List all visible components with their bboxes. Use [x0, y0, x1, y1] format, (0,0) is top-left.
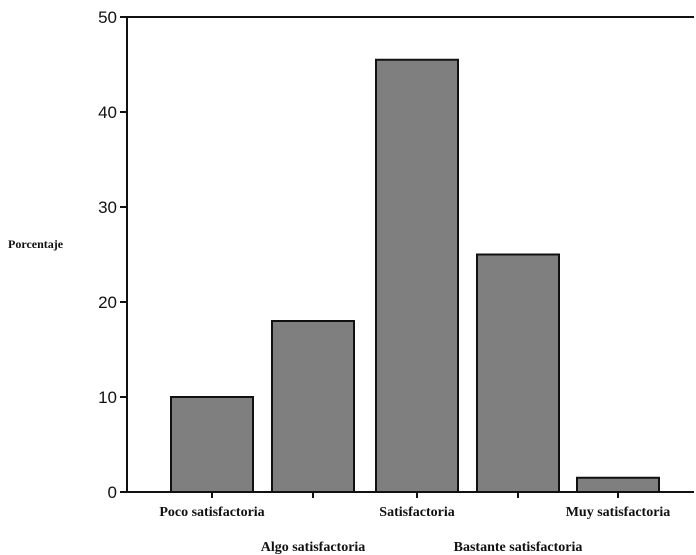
- x-ticks: [211, 492, 619, 498]
- x-tick-label: Muy satisfactoria: [566, 505, 671, 520]
- bar: [375, 58, 459, 493]
- y-tick-label: 0: [108, 483, 117, 502]
- bars: [170, 58, 660, 493]
- y-tick-label: 10: [98, 388, 117, 407]
- y-tick-label: 30: [98, 198, 117, 217]
- x-tick-label: Poco satisfactoria: [159, 505, 264, 520]
- x-tick-label: Algo satisfactoria: [261, 540, 366, 555]
- y-tick-label: 50: [98, 8, 117, 27]
- bar: [576, 476, 660, 493]
- bar: [476, 253, 560, 493]
- y-tick-label: 40: [98, 103, 117, 122]
- y-ticks: 0 10 20 30 40 50: [98, 8, 127, 502]
- x-tick-label: Bastante satisfactoria: [454, 540, 583, 555]
- y-axis-label: Porcentaje: [8, 237, 64, 251]
- x-tick-label: Satisfactoria: [379, 505, 454, 520]
- bar: [170, 396, 254, 493]
- bar: [271, 320, 355, 493]
- x-tick-labels: Poco satisfactoria Algo satisfactoria Sati…: [159, 505, 670, 555]
- y-tick-label: 20: [98, 293, 117, 312]
